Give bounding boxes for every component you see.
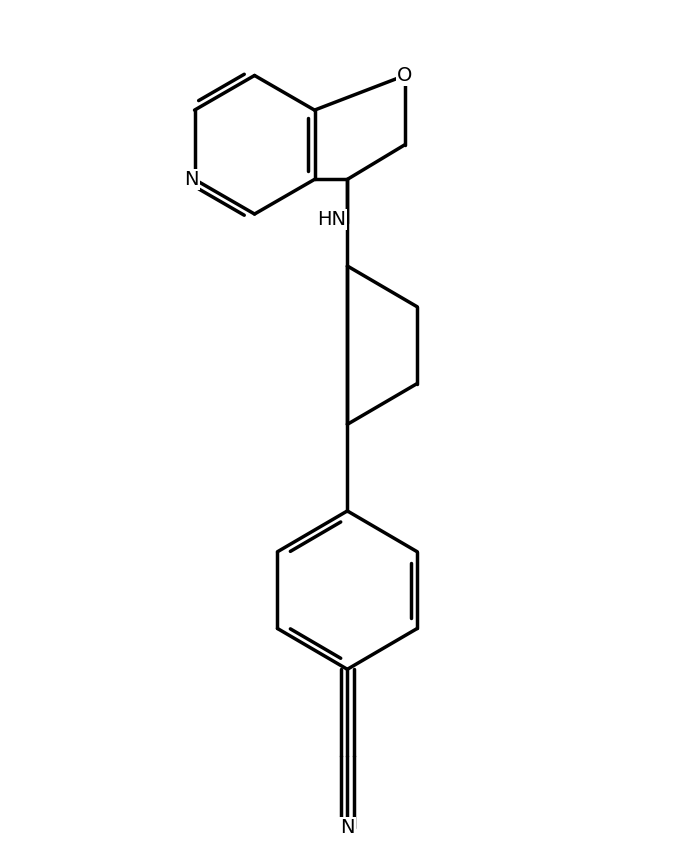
Text: HN: HN (318, 210, 346, 229)
Text: O: O (397, 66, 412, 85)
Text: N: N (340, 818, 355, 837)
Text: N: N (185, 170, 199, 189)
